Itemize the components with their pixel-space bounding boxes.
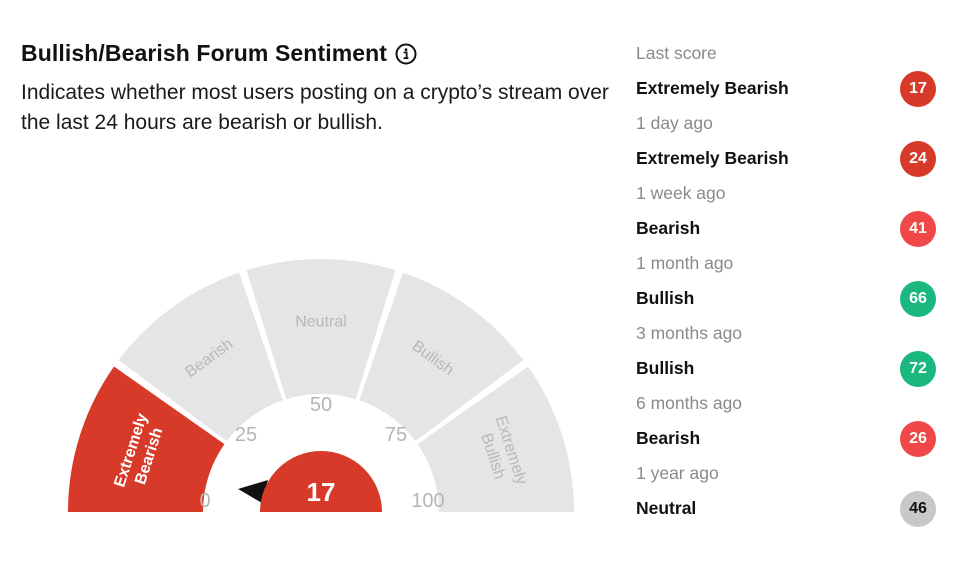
history-sentiment-label: Extremely Bearish [636,78,789,98]
history-when-row: 1 month ago [636,246,940,281]
gauge-tick-label: 25 [235,424,257,446]
history-sentiment-label: Bearish [636,218,701,238]
gauge-tick-label: 50 [310,394,332,416]
history-item: Bearish 26 [636,421,940,457]
title-row: Bullish/Bearish Forum Sentiment [21,40,417,67]
history-when: 1 day ago [636,113,713,133]
history-score-badge: 72 [900,351,936,387]
gauge-tick-label: 0 [199,490,210,512]
gauge-tick-label: 100 [411,490,444,512]
history-when-row: 1 year ago [636,456,940,491]
gauge-segment [246,259,396,400]
gauge-tick-label: 75 [385,424,407,446]
history-score-badge: 26 [900,421,936,457]
gauge-segment [118,272,283,442]
history-sentiment-label: Neutral [636,498,697,518]
gauge-baseline-mask [0,512,600,520]
history-when-row: 6 months ago [636,386,940,421]
history-when: 1 week ago [636,183,726,203]
history-item: Extremely Bearish 17 [636,71,940,107]
history-when-row: 1 week ago [636,176,940,211]
history-item: Bullish 72 [636,351,940,387]
gauge-segment [359,272,524,442]
history-score-badge: 17 [900,71,936,107]
gauge-segment [68,366,225,512]
score-history-list: Last score Extremely Bearish 17 1 day ago Ex… [636,36,940,527]
history-item: Neutral 46 [636,491,940,527]
history-sentiment-label: Extremely Bearish [636,148,789,168]
history-when-row: Last score [636,36,940,71]
history-sentiment-label: Bullish [636,358,695,378]
history-when: 3 months ago [636,323,743,343]
sentiment-gauge: ExtremelyBearishBearishNeutralBullishExt… [0,259,600,520]
history-when: 1 year ago [636,463,719,483]
history-score-badge: 41 [900,211,936,247]
history-item: Extremely Bearish 24 [636,141,940,177]
page-title: Bullish/Bearish Forum Sentiment [21,40,388,66]
history-when: 1 month ago [636,253,734,273]
history-score-badge: 46 [900,491,936,527]
info-icon[interactable] [395,43,417,65]
gauge-needle-icon [238,480,268,503]
page-subtitle: Indicates whether most users posting on … [21,81,609,134]
gauge-score-value: 17 [307,477,336,507]
history-when: Last score [636,43,717,63]
history-score-badge: 24 [900,141,936,177]
history-when-row: 1 day ago [636,106,940,141]
history-item: Bullish 66 [636,281,940,317]
history-sentiment-label: Bullish [636,288,695,308]
history-sentiment-label: Bearish [636,428,701,448]
history-item: Bearish 41 [636,211,940,247]
gauge-segment-label: Neutral [295,314,347,331]
history-when: 6 months ago [636,393,743,413]
gauge-score-circle [260,451,382,512]
gauge-segment [417,366,574,512]
history-score-badge: 66 [900,281,936,317]
history-when-row: 3 months ago [636,316,940,351]
